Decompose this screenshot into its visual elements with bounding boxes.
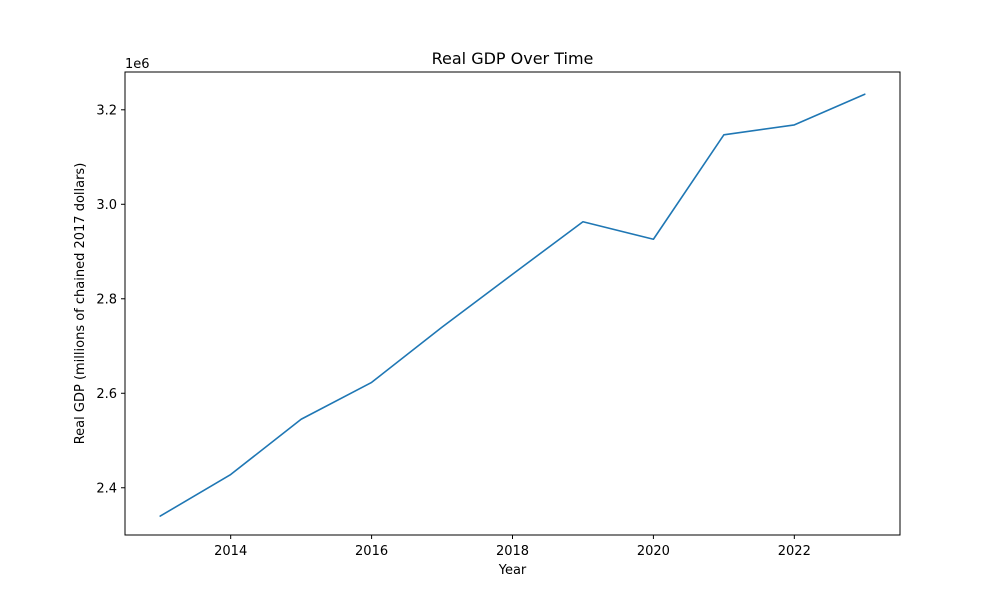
series-layer bbox=[159, 93, 866, 517]
x-tick-label: 2014 bbox=[214, 544, 247, 559]
x-tick-label: 2020 bbox=[637, 544, 670, 559]
y-tick-label: 3.0 bbox=[96, 198, 117, 213]
y-axis-ticks: 2.4 2.6 2.8 3.0 3.2 bbox=[96, 103, 125, 496]
y-axis-offset-label: 1e6 bbox=[125, 57, 150, 72]
x-tick-label: 2022 bbox=[778, 544, 811, 559]
x-tick-label: 2016 bbox=[355, 544, 388, 559]
x-axis-ticks: 2014 2016 2018 2020 2022 bbox=[214, 535, 811, 559]
plot-frame bbox=[124, 71, 901, 536]
y-tick-label: 2.8 bbox=[96, 292, 117, 307]
x-tick-label: 2018 bbox=[496, 544, 529, 559]
x-axis-label: Year bbox=[498, 563, 527, 578]
y-axis-label: Real GDP (millions of chained 2017 dolla… bbox=[73, 163, 88, 445]
chart-title: Real GDP Over Time bbox=[432, 49, 594, 68]
y-tick-label: 3.2 bbox=[96, 103, 117, 118]
y-tick-label: 2.6 bbox=[96, 387, 117, 402]
y-tick-label: 2.4 bbox=[96, 481, 117, 496]
series-line bbox=[159, 93, 866, 517]
